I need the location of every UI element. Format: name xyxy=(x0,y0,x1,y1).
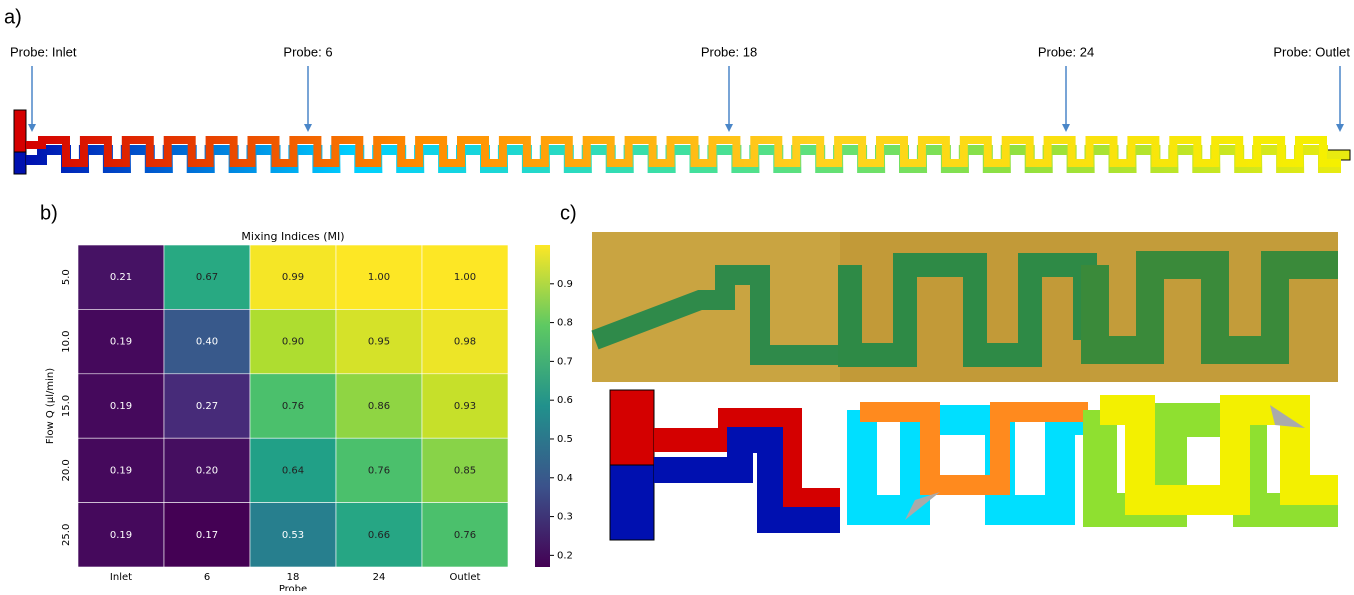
cell-label: 0.86 xyxy=(368,401,390,412)
cell-label: 0.66 xyxy=(368,530,390,541)
probe-label: Probe: 24 xyxy=(1038,44,1094,59)
cell-label: 0.21 xyxy=(110,272,132,283)
cell-label: 0.27 xyxy=(196,401,218,412)
cell-label: 0.19 xyxy=(110,401,132,412)
panel-label: a) xyxy=(4,6,22,28)
cell-label: 0.40 xyxy=(196,337,218,348)
colorbar-tick-label: 0.7 xyxy=(557,356,573,367)
cell-label: 0.64 xyxy=(282,465,304,476)
cell-label: 0.95 xyxy=(368,337,390,348)
cell-label: 0.53 xyxy=(282,530,304,541)
probe-label: Probe: Inlet xyxy=(10,44,77,59)
cell-label: 0.67 xyxy=(196,272,218,283)
cell-label: 0.17 xyxy=(196,530,218,541)
x-tick-label: 18 xyxy=(287,572,300,583)
cell-label: 0.98 xyxy=(454,337,476,348)
photos xyxy=(592,232,1338,540)
cell-label: 0.93 xyxy=(454,401,476,412)
cell-label: 0.99 xyxy=(282,272,304,283)
colorbar xyxy=(535,245,550,567)
x-tick-label: Outlet xyxy=(450,572,481,583)
cell-label: 0.19 xyxy=(110,465,132,476)
colorbar-tick-label: 0.9 xyxy=(557,279,573,290)
y-tick-label: 10.0 xyxy=(61,330,72,352)
cell-label: 1.00 xyxy=(454,272,476,283)
cell-label: 0.76 xyxy=(368,465,390,476)
colorbar-tick-label: 0.6 xyxy=(557,395,573,406)
cell-label: 0.76 xyxy=(282,401,304,412)
y-axis-label: Flow Q (µl/min) xyxy=(45,368,56,444)
colorbar-tick-label: 0.2 xyxy=(557,550,573,561)
channel xyxy=(14,110,1350,174)
probe-arrowhead xyxy=(28,124,36,132)
panel-label: c) xyxy=(560,202,577,224)
chart-title: Mixing Indices (MI) xyxy=(241,230,344,243)
colorbar-tick-label: 0.3 xyxy=(557,512,573,523)
cell-label: 0.76 xyxy=(454,530,476,541)
probe-arrowhead xyxy=(304,124,312,132)
x-axis-label: Probe xyxy=(279,584,307,591)
cell-label: 0.85 xyxy=(454,465,476,476)
panel-label: b) xyxy=(40,202,58,224)
cell-label: 0.90 xyxy=(282,337,304,348)
cell-label: 1.00 xyxy=(368,272,390,283)
cell-label: 0.19 xyxy=(110,337,132,348)
y-tick-label: 25.0 xyxy=(61,524,72,546)
probe-arrowhead xyxy=(1336,124,1344,132)
x-tick-label: 24 xyxy=(373,572,386,583)
probe-arrowhead xyxy=(1062,124,1070,132)
cell-label: 0.20 xyxy=(196,465,218,476)
colorbar-tick-label: 0.8 xyxy=(557,318,573,329)
probe-label: Probe: 18 xyxy=(701,44,757,59)
figure: a) b) c) Probe: Inlet Probe: 6 Probe: 18 Pr… xyxy=(0,0,1354,591)
cell-label: 0.19 xyxy=(110,530,132,541)
colorbar-tick-label: 0.5 xyxy=(557,434,573,445)
x-tick-label: 6 xyxy=(204,572,210,583)
y-tick-label: 5.0 xyxy=(61,269,72,285)
probe-arrowhead xyxy=(725,124,733,132)
x-tick-label: Inlet xyxy=(110,572,132,583)
y-tick-label: 20.0 xyxy=(61,459,72,481)
probe-label: Probe: Outlet xyxy=(1273,44,1350,59)
probe-label: Probe: 6 xyxy=(283,44,332,59)
colorbar-tick-label: 0.4 xyxy=(557,473,573,484)
y-tick-label: 15.0 xyxy=(61,395,72,417)
channel-bottom xyxy=(26,150,1341,168)
